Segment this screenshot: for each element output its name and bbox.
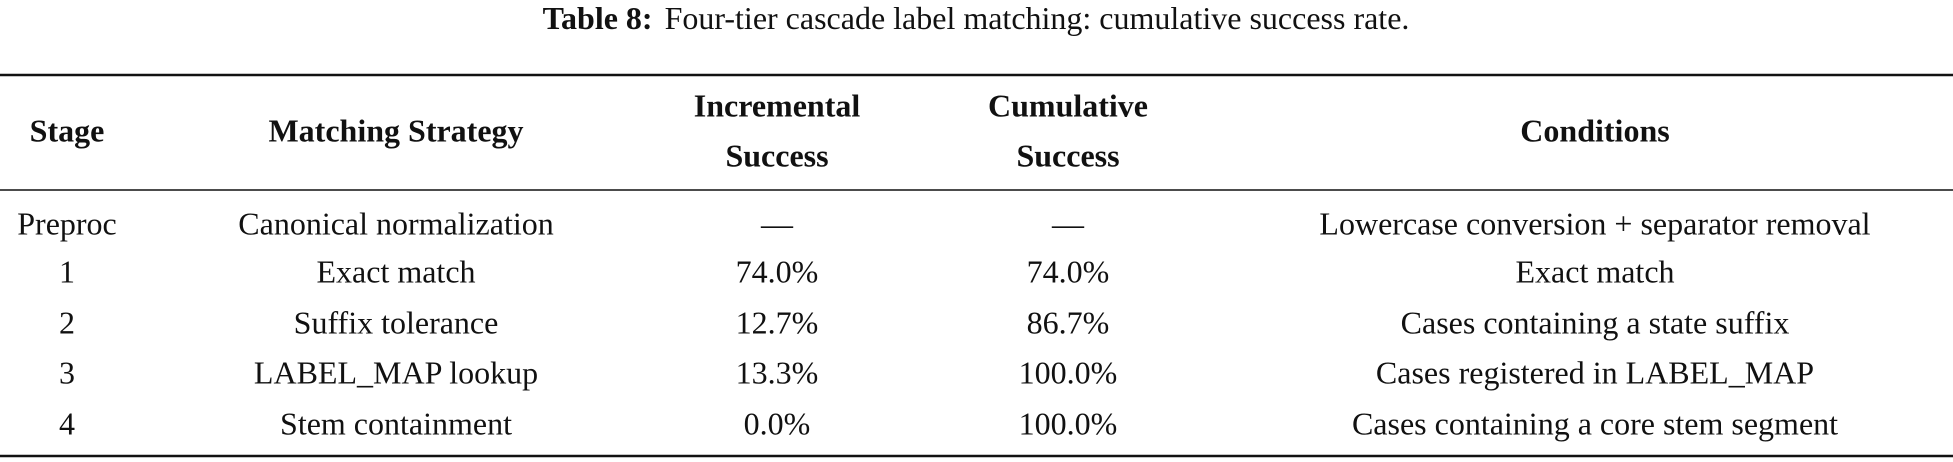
header-cell: Matching Strategy — [268, 112, 523, 148]
table-cell: 3 — [59, 354, 75, 390]
table-cell: Exact match — [316, 253, 475, 289]
table-cell: LABEL_MAP lookup — [254, 354, 538, 390]
table-cell: 13.3% — [736, 354, 819, 390]
table-cell: Cases containing a core stem segment — [1352, 405, 1838, 441]
header-cell: Conditions — [1520, 112, 1669, 148]
table-cell: Preproc — [17, 205, 117, 241]
header-cell: Cumulative — [988, 87, 1148, 123]
table-cell: Suffix tolerance — [294, 304, 499, 340]
table-cell: 2 — [59, 304, 75, 340]
table-cell: Stem containment — [280, 405, 512, 441]
table-cell: 86.7% — [1027, 304, 1110, 340]
table-cell: 0.0% — [744, 405, 811, 441]
table-cell: Exact match — [1515, 253, 1674, 289]
header-cell: Stage — [30, 112, 105, 148]
table-cell: 100.0% — [1019, 354, 1118, 390]
caption-label: Table 8: — [543, 0, 653, 36]
header-cell: Success — [725, 137, 828, 173]
table-cell: 100.0% — [1019, 405, 1118, 441]
table-cell: Lowercase conversion + separator removal — [1319, 205, 1870, 241]
table-cell: Cases registered in LABEL_MAP — [1376, 354, 1814, 390]
header-cell: Incremental — [694, 87, 861, 123]
table-cell: 4 — [59, 405, 75, 441]
table-cell: Canonical normalization — [238, 205, 553, 241]
table-cell: 74.0% — [736, 253, 819, 289]
table-cell: Cases containing a state suffix — [1401, 304, 1790, 340]
table-cell: 12.7% — [736, 304, 819, 340]
table-cell: 1 — [59, 253, 75, 289]
table-cell: 74.0% — [1027, 253, 1110, 289]
table-cell: — — [1051, 205, 1085, 241]
header-cell: Success — [1016, 137, 1119, 173]
caption-text: Four-tier cascade label matching: cumula… — [665, 0, 1410, 36]
caption: Table 8: Four-tier cascade label matching… — [543, 0, 1410, 36]
table-cell: — — [760, 205, 794, 241]
